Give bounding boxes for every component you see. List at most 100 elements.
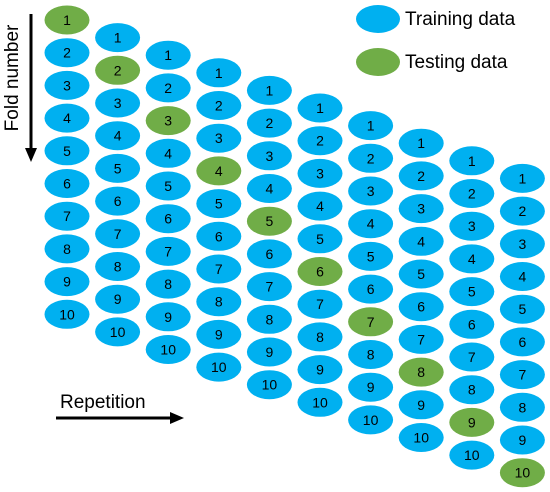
fold-ellipse xyxy=(348,274,394,304)
fold-label: 4 xyxy=(164,145,172,161)
training-fold: 6 xyxy=(196,221,242,251)
legend-item-testing: Testing data xyxy=(356,48,508,76)
fold-ellipse xyxy=(499,262,545,291)
training-fold: 8 xyxy=(145,269,191,299)
fold-label: 5 xyxy=(367,248,375,264)
fold-ellipse xyxy=(95,284,141,314)
fold-ellipse xyxy=(95,317,141,347)
training-fold: 2 xyxy=(348,143,394,173)
fold-ellipse xyxy=(196,123,242,153)
fold-label: 1 xyxy=(215,65,223,81)
fold-ellipse xyxy=(348,307,394,337)
testing-fold: 2 xyxy=(95,55,141,85)
training-fold: 5 xyxy=(499,294,545,324)
repetition-column-9: 1 2 3 4 5 6 7 8 9 10 xyxy=(449,146,495,470)
training-fold: 7 xyxy=(95,219,141,249)
fold-label: 2 xyxy=(519,203,527,219)
training-fold: 7 xyxy=(297,289,343,319)
fold-ellipse xyxy=(449,309,495,339)
testing-fold: 8 xyxy=(398,357,444,387)
fold-ellipse xyxy=(348,176,394,206)
fold-label: 9 xyxy=(266,344,274,360)
folds-grid: 1 2 3 4 5 6 7 8 9 10 1 2 3 4 5 6 7 8 9 10 1 2 3 4 5 6 7 8 9 10 1 2 3 4 5 6 7… xyxy=(44,5,545,488)
training-fold: 9 xyxy=(196,319,242,349)
fold-label: 9 xyxy=(468,414,476,430)
training-fold: 5 xyxy=(348,241,394,271)
fold-ellipse xyxy=(246,370,292,400)
fold-label: 9 xyxy=(164,309,172,325)
fold-label: 9 xyxy=(63,274,71,290)
training-fold: 7 xyxy=(246,272,292,302)
fold-ellipse xyxy=(145,302,191,332)
training-fold: 3 xyxy=(297,158,343,188)
fold-label: 10 xyxy=(262,377,278,393)
fold-label: 2 xyxy=(164,80,172,96)
repetition-column-4: 1 2 3 4 5 6 7 8 9 10 xyxy=(196,58,242,382)
legend-item-training: Training data xyxy=(356,5,516,33)
fold-ellipse xyxy=(348,209,394,239)
repetition-column-8: 1 2 3 4 5 6 7 8 9 10 xyxy=(398,128,444,452)
fold-ellipse xyxy=(44,103,90,133)
fold-label: 4 xyxy=(215,163,223,179)
training-fold: 6 xyxy=(44,169,90,198)
fold-label: 5 xyxy=(164,178,172,194)
fold-ellipse xyxy=(145,269,191,299)
fold-label: 8 xyxy=(316,329,324,345)
training-fold: 9 xyxy=(95,284,141,314)
fold-ellipse xyxy=(348,143,394,173)
training-fold: 9 xyxy=(499,425,545,455)
fold-label: 3 xyxy=(215,130,223,146)
fold-ellipse xyxy=(499,163,545,193)
fold-label: 8 xyxy=(215,294,223,310)
repetition-column-5: 1 2 3 4 5 6 7 8 9 10 xyxy=(246,75,292,400)
fold-ellipse xyxy=(44,169,90,198)
fold-label: 6 xyxy=(519,334,527,350)
legend: Training data Testing data xyxy=(356,5,516,76)
fold-label: 7 xyxy=(417,331,425,347)
training-fold: 9 xyxy=(44,267,90,297)
training-fold: 7 xyxy=(499,360,545,390)
training-fold: 5 xyxy=(95,153,141,183)
repetition-column-1: 1 2 3 4 5 6 7 8 9 10 xyxy=(44,5,90,329)
fold-label: 1 xyxy=(266,82,274,98)
training-fold: 6 xyxy=(398,292,444,322)
fold-ellipse xyxy=(95,153,141,183)
fold-label: 10 xyxy=(363,412,379,428)
training-fold: 4 xyxy=(246,174,292,203)
testing-fold: 1 xyxy=(44,5,90,35)
training-fold: 5 xyxy=(297,224,343,254)
fold-label: 1 xyxy=(164,47,172,63)
fold-ellipse xyxy=(499,229,545,259)
fold-ellipse xyxy=(44,136,90,166)
training-fold: 7 xyxy=(44,201,90,231)
fold-ellipse xyxy=(145,106,191,136)
fold-ellipse xyxy=(297,322,343,352)
training-fold: 7 xyxy=(145,236,191,266)
fold-label: 9 xyxy=(417,397,425,413)
fold-ellipse xyxy=(95,23,141,53)
fold-label: 1 xyxy=(63,12,71,28)
training-fold: 10 xyxy=(348,405,394,435)
fold-label: 7 xyxy=(266,279,274,295)
fold-ellipse xyxy=(348,372,394,402)
training-fold: 8 xyxy=(44,234,90,264)
training-fold: 6 xyxy=(246,239,292,269)
training-fold: 7 xyxy=(196,254,242,284)
fold-label: 7 xyxy=(215,261,223,277)
fold-label: 1 xyxy=(367,118,375,134)
repetition-column-6: 1 2 3 4 5 6 7 8 9 10 xyxy=(297,93,343,417)
fold-ellipse xyxy=(196,91,242,120)
fold-label: 5 xyxy=(63,143,71,159)
fold-label: 5 xyxy=(114,160,122,176)
fold-ellipse xyxy=(95,121,141,151)
fold-label: 4 xyxy=(519,269,527,285)
testing-fold: 9 xyxy=(449,407,495,437)
fold-label: 6 xyxy=(417,299,425,315)
fold-label: 8 xyxy=(114,259,122,275)
training-fold: 5 xyxy=(196,189,242,219)
training-fold: 10 xyxy=(145,335,191,364)
fold-ellipse xyxy=(499,392,545,422)
fold-label: 7 xyxy=(367,314,375,330)
training-fold: 2 xyxy=(145,73,191,103)
repetition-column-2: 1 2 3 4 5 6 7 8 9 10 xyxy=(95,23,141,347)
